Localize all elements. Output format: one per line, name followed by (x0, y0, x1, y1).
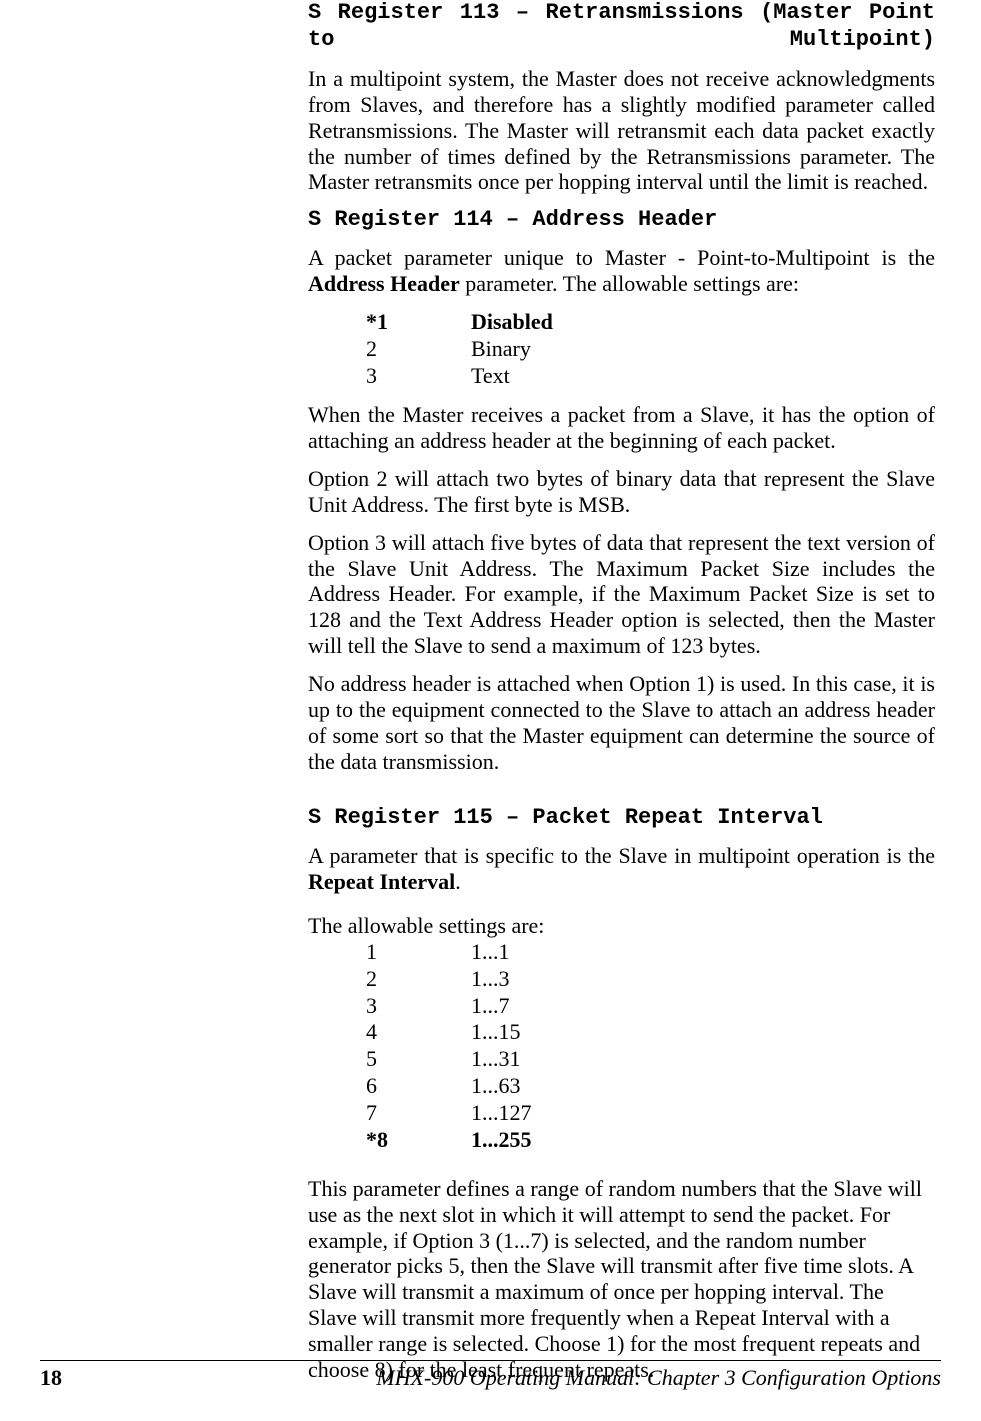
settings-key: 7 (366, 1100, 471, 1127)
settings-row: 21...3 (366, 966, 935, 993)
footer: 18 MHX-900 Operating Manual: Chapter 3 C… (40, 1360, 941, 1391)
s115-p1-b: Repeat Interval (308, 869, 455, 894)
s114-p5: No address header is attached when Optio… (308, 671, 935, 775)
s115-p1-c: . (455, 869, 461, 894)
page: S Register 113 – Retransmissions (Master… (0, 0, 981, 1421)
settings-row: 2Binary (366, 336, 935, 363)
settings-row: 3Text (366, 363, 935, 390)
s114-heading: S Register 114 – Address Header (308, 207, 935, 233)
page-number: 18 (40, 1365, 62, 1391)
settings-key: 1 (366, 939, 471, 966)
settings-val: 1...1 (471, 939, 935, 966)
s114-p4: Option 3 will attach five bytes of data … (308, 530, 935, 660)
s114-p2: When the Master receives a packet from a… (308, 402, 935, 454)
settings-val: Text (471, 363, 935, 390)
settings-row: 31...7 (366, 993, 935, 1020)
s114-p1: A packet parameter unique to Master - Po… (308, 245, 935, 297)
s115-heading: S Register 115 – Packet Repeat Interval (308, 805, 935, 831)
settings-key: 2 (366, 336, 471, 363)
s114-p1-c: parameter. The allowable settings are: (460, 271, 799, 296)
settings-key: 3 (366, 363, 471, 390)
settings-key: 4 (366, 1019, 471, 1046)
s114-p1-a: A packet parameter unique to Master - Po… (308, 245, 935, 270)
s114-p3: Option 2 will attach two bytes of binary… (308, 466, 935, 518)
settings-val: 1...15 (471, 1019, 935, 1046)
s114-p1-b: Address Header (308, 271, 460, 296)
settings-key: 3 (366, 993, 471, 1020)
settings-key: *1 (366, 309, 471, 336)
s115-intro: The allowable settings are: (308, 913, 935, 939)
settings-key: 2 (366, 966, 471, 993)
content: S Register 113 – Retransmissions (Master… (308, 0, 935, 1383)
settings-row: *1Disabled (366, 309, 935, 336)
settings-row: 61...63 (366, 1073, 935, 1100)
settings-row: 71...127 (366, 1100, 935, 1127)
footer-title: MHX-900 Operating Manual: Chapter 3 Conf… (376, 1365, 941, 1391)
settings-row: *81...255 (366, 1127, 935, 1154)
s114-settings: *1Disabled2Binary3Text (366, 309, 935, 389)
settings-val: 1...255 (471, 1127, 935, 1154)
s113-p1: In a multipoint system, the Master does … (308, 66, 935, 196)
settings-row: 51...31 (366, 1046, 935, 1073)
settings-row: 11...1 (366, 939, 935, 966)
s115-p1-a: A parameter that is specific to the Slav… (308, 843, 935, 868)
settings-val: 1...127 (471, 1100, 935, 1127)
settings-val: 1...7 (471, 993, 935, 1020)
settings-key: *8 (366, 1127, 471, 1154)
s113-heading: S Register 113 – Retransmissions (Master… (308, 0, 935, 54)
s115-settings: 11...121...331...741...1551...3161...637… (366, 939, 935, 1154)
settings-val: 1...31 (471, 1046, 935, 1073)
settings-row: 41...15 (366, 1019, 935, 1046)
settings-key: 5 (366, 1046, 471, 1073)
settings-val: Binary (471, 336, 935, 363)
settings-key: 6 (366, 1073, 471, 1100)
settings-val: 1...3 (471, 966, 935, 993)
s115-p2: This parameter defines a range of random… (308, 1176, 935, 1384)
settings-val: 1...63 (471, 1073, 935, 1100)
s115-p1: A parameter that is specific to the Slav… (308, 843, 935, 895)
settings-val: Disabled (471, 309, 935, 336)
